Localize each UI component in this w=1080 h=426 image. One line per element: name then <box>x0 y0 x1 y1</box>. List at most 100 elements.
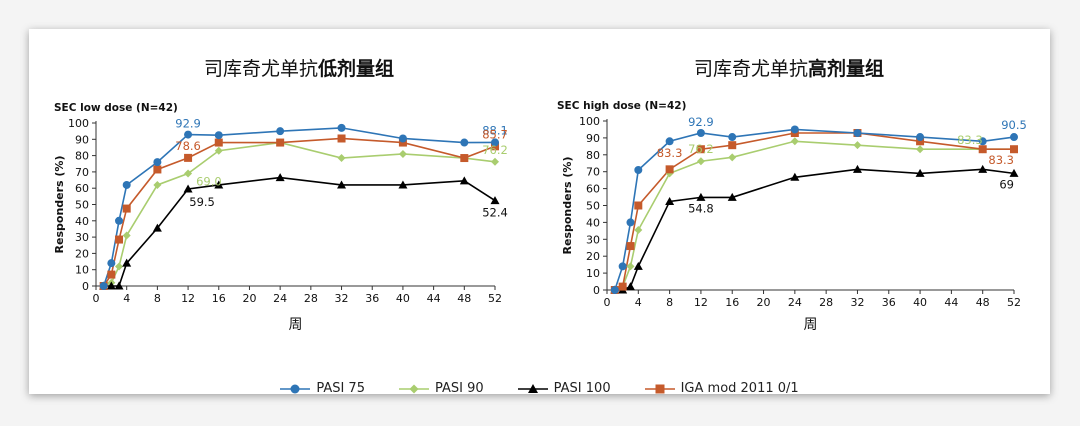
x-tick-label: 32 <box>850 296 864 309</box>
data-point <box>99 282 108 290</box>
data-label: 92.9 <box>688 115 714 129</box>
x-tick-label: 44 <box>944 296 958 309</box>
y-tick-label: 40 <box>75 215 89 228</box>
data-point <box>626 218 635 227</box>
legend-item: PASI 100 <box>517 381 611 396</box>
y-tick-label: 50 <box>586 200 600 213</box>
data-point <box>122 204 131 213</box>
data-point <box>107 270 116 279</box>
data-point <box>491 138 499 147</box>
data-point <box>696 157 705 166</box>
data-point <box>916 133 925 142</box>
data-point <box>214 131 223 140</box>
legend-label: IGA mod 2011 0/1 <box>680 381 799 396</box>
data-label: 76.2 <box>688 142 714 156</box>
legend-swatch <box>280 384 311 393</box>
x-tick-label: 40 <box>396 292 410 305</box>
data-point <box>184 169 193 178</box>
chart-canvas: 司库奇尤单抗 低剂量组 SEC low dose (N=42) 0 10 20 30 40 50… <box>53 57 1027 333</box>
y-tick-label: 60 <box>586 183 600 196</box>
data-point <box>152 223 162 232</box>
legend-label: PASI 90 <box>434 381 484 396</box>
data-point <box>184 153 193 162</box>
data-point <box>337 123 346 132</box>
data-point <box>1009 168 1019 177</box>
data-label: 54.8 <box>688 201 714 215</box>
x-tick-label: 20 <box>242 292 256 305</box>
x-tick-label: 28 <box>304 292 318 305</box>
x-tick-label: 0 <box>604 296 611 309</box>
data-point <box>398 134 407 143</box>
chart-title-bold: 低剂量组 <box>317 57 394 80</box>
x-tick-label: 36 <box>365 292 379 305</box>
chart-title-part: 司库奇尤单抗 <box>694 58 808 80</box>
data-point <box>115 262 124 271</box>
data-point <box>696 128 705 137</box>
series-line-pasi-90 <box>103 141 496 287</box>
data-point <box>1010 133 1018 142</box>
y-axis-label: Responders (%) <box>53 156 66 254</box>
data-point <box>122 258 132 267</box>
y-tick-label: 30 <box>586 233 600 246</box>
data-point <box>115 216 124 225</box>
data-label: 69.0 <box>196 175 222 189</box>
chart-title: 司库奇尤单抗高剂量组 <box>694 57 884 80</box>
data-point <box>727 192 737 201</box>
data-point <box>978 145 987 154</box>
data-point <box>107 259 116 268</box>
data-label: 88.1 <box>482 123 508 137</box>
y-tick-label: 80 <box>586 149 600 162</box>
x-tick-label: 8 <box>154 292 161 305</box>
data-point <box>916 137 925 146</box>
x-tick-label: 48 <box>457 292 471 305</box>
data-point <box>184 130 193 139</box>
x-tick-label: 48 <box>976 296 990 309</box>
x-tick-label: 16 <box>725 296 739 309</box>
data-label: 76.2 <box>482 143 508 157</box>
y-tick-label: 70 <box>75 166 89 179</box>
data-point <box>626 242 635 251</box>
data-point <box>665 196 675 205</box>
data-point <box>728 133 737 142</box>
data-label: 90.5 <box>1001 118 1027 132</box>
chart-subtitle: SEC low dose (N=42) <box>54 102 178 114</box>
series-line-pasi-90 <box>614 140 1014 291</box>
y-tick-label: 40 <box>586 216 600 229</box>
y-tick-label: 50 <box>75 199 89 212</box>
legend: PASI 75 PASI 90 PASI 100 IGA mod 2011 0/1 <box>29 381 1050 396</box>
data-point <box>618 282 627 291</box>
data-point <box>214 146 223 155</box>
data-point <box>728 153 737 162</box>
y-tick-label: 70 <box>586 166 600 179</box>
legend-label: PASI 100 <box>553 381 611 396</box>
legend-item: PASI 90 <box>398 381 484 396</box>
x-tick-label: 28 <box>819 296 833 309</box>
data-label: 92.9 <box>175 117 201 131</box>
data-point <box>122 180 131 189</box>
series-line-iga-mod-2011-0-1 <box>614 132 1014 291</box>
legend-label: PASI 75 <box>316 381 365 396</box>
legend-item: IGA mod 2011 0/1 <box>644 381 799 396</box>
data-point <box>491 157 499 166</box>
data-point <box>398 149 407 158</box>
y-tick-label: 10 <box>586 267 600 280</box>
data-point <box>634 226 643 235</box>
y-axis-label: Responders (%) <box>561 157 574 255</box>
series-line-pasi-75 <box>102 127 496 287</box>
data-point <box>106 281 116 290</box>
data-point <box>276 127 285 136</box>
y-tick-label: 20 <box>586 250 600 263</box>
data-point <box>337 154 346 163</box>
data-point <box>122 231 131 240</box>
data-point <box>153 158 162 167</box>
data-point <box>696 192 706 201</box>
x-tick-label: 44 <box>427 292 441 305</box>
data-point <box>625 282 635 291</box>
data-label: 59.5 <box>189 195 215 209</box>
x-tick-label: 20 <box>757 296 771 309</box>
x-axis-label: 周 <box>289 317 303 333</box>
x-tick-label: 52 <box>488 292 502 305</box>
x-axis-label: 周 <box>804 317 818 333</box>
